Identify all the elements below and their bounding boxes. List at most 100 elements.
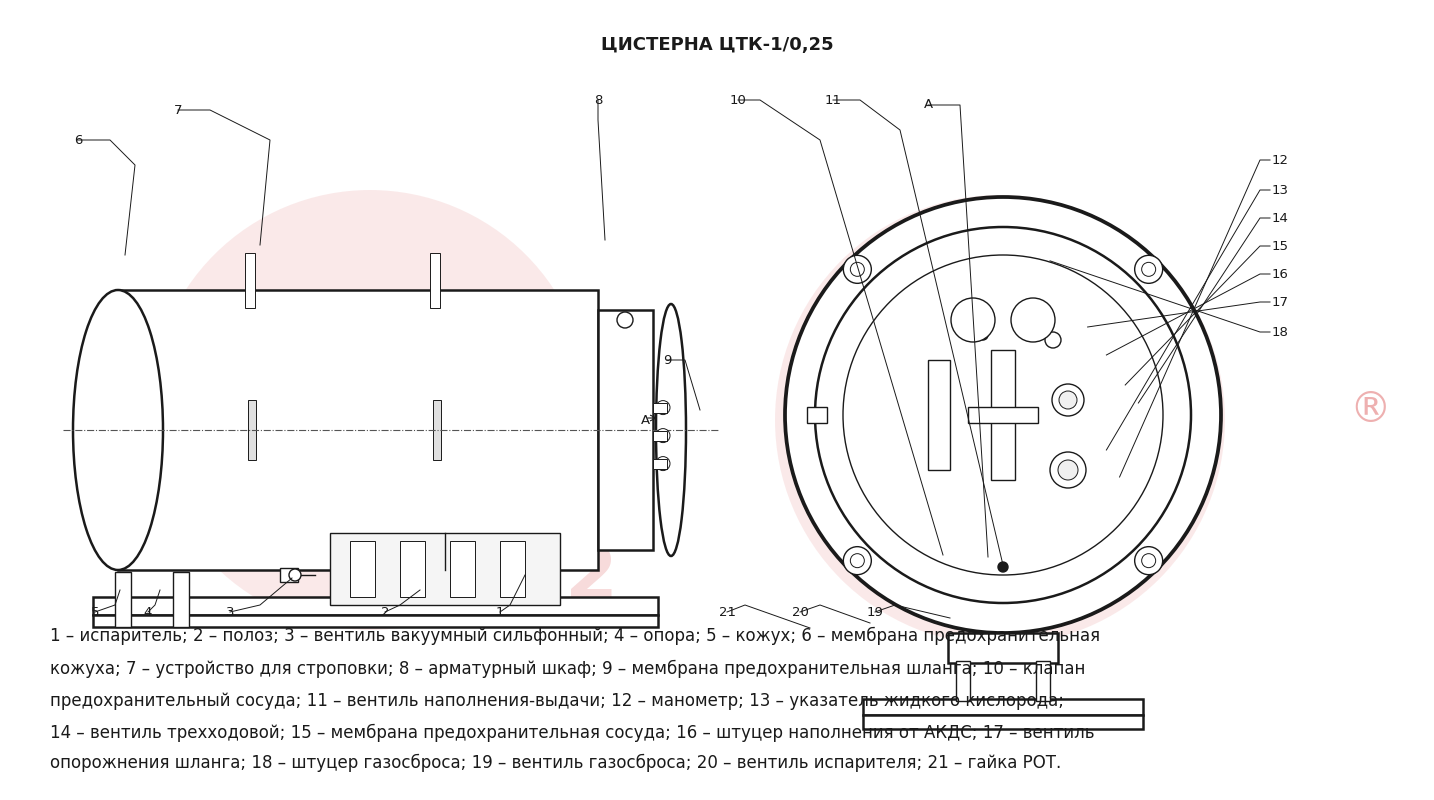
Bar	[863, 715, 1143, 729]
Text: д: д	[855, 338, 922, 419]
Circle shape	[850, 262, 865, 276]
Circle shape	[998, 562, 1008, 572]
Text: к: к	[1030, 338, 1087, 419]
Circle shape	[784, 197, 1220, 633]
Circle shape	[978, 330, 988, 340]
Text: о: о	[310, 331, 367, 412]
Bar	[248, 400, 257, 460]
Text: 10: 10	[730, 94, 747, 106]
Bar	[450, 541, 475, 597]
Bar	[330, 533, 561, 605]
Text: 14 – вентиль трехходовой; 15 – мембрана предохранительная сосуда; 16 – штуцер на: 14 – вентиль трехходовой; 15 – мембрана …	[50, 724, 1094, 742]
Circle shape	[843, 546, 872, 574]
Bar	[968, 407, 1038, 423]
Ellipse shape	[73, 290, 163, 570]
Circle shape	[1141, 554, 1156, 568]
Text: с: с	[435, 331, 485, 412]
Circle shape	[655, 429, 670, 442]
Bar	[863, 699, 1143, 715]
Text: 19: 19	[866, 606, 883, 618]
Circle shape	[1045, 332, 1061, 348]
Text: предохранительный сосуда; 11 – вентиль наполнения-выдачи; 12 – манометр; 13 – ук: предохранительный сосуда; 11 – вентиль н…	[50, 692, 1064, 710]
Bar	[174, 572, 189, 627]
Circle shape	[617, 312, 632, 328]
Text: A: A	[641, 414, 650, 426]
Circle shape	[290, 569, 301, 581]
Text: 13: 13	[1272, 183, 1289, 197]
Circle shape	[843, 255, 872, 283]
Circle shape	[1053, 384, 1084, 416]
Text: и: и	[490, 331, 548, 412]
Text: 1: 1	[496, 606, 505, 618]
Bar	[991, 350, 1015, 480]
Bar	[652, 430, 667, 441]
Circle shape	[151, 190, 589, 630]
Text: 16: 16	[1272, 267, 1288, 281]
Text: 2: 2	[565, 542, 618, 616]
Circle shape	[774, 195, 1225, 645]
Bar	[1035, 661, 1050, 701]
Circle shape	[843, 255, 1163, 575]
Bar	[93, 597, 658, 615]
Bar	[350, 541, 376, 597]
Text: 20: 20	[792, 606, 809, 618]
Text: и: и	[255, 331, 314, 412]
Bar	[928, 360, 949, 470]
Text: 21: 21	[718, 606, 736, 618]
Text: 15: 15	[1272, 239, 1289, 253]
Text: 8: 8	[594, 94, 602, 106]
Text: 11: 11	[825, 94, 842, 106]
Bar	[245, 253, 255, 308]
Circle shape	[1134, 255, 1163, 283]
Bar	[115, 572, 130, 627]
Circle shape	[655, 457, 670, 470]
Text: 5: 5	[90, 606, 99, 618]
Text: 14: 14	[1272, 211, 1288, 225]
Text: ®: ®	[1349, 389, 1391, 431]
Bar	[948, 633, 1058, 663]
Bar	[500, 541, 525, 597]
Circle shape	[1011, 298, 1055, 342]
Circle shape	[1134, 546, 1163, 574]
Bar	[807, 407, 827, 423]
Bar	[652, 402, 667, 413]
Ellipse shape	[655, 304, 685, 556]
Circle shape	[1058, 391, 1077, 409]
Text: 18: 18	[1272, 326, 1288, 338]
Bar	[430, 253, 440, 308]
Bar	[400, 541, 424, 597]
Text: д: д	[548, 331, 615, 412]
Text: 9: 9	[663, 354, 671, 366]
Bar	[118, 290, 598, 570]
Circle shape	[1141, 262, 1156, 276]
Text: 2: 2	[381, 606, 389, 618]
Text: и: и	[915, 338, 974, 419]
Text: с: с	[1090, 338, 1140, 419]
Bar	[280, 568, 298, 582]
Text: 6: 6	[73, 134, 82, 146]
Text: 4: 4	[143, 606, 152, 618]
Circle shape	[1058, 460, 1078, 480]
Circle shape	[850, 554, 865, 568]
Bar	[598, 310, 652, 550]
Text: кожуха; 7 – устройство для строповки; 8 – арматурный шкаф; 9 – мембрана предохра: кожуха; 7 – устройство для строповки; 8 …	[50, 660, 1086, 678]
Text: 1 – испаритель; 2 – полоз; 3 – вентиль вакуумный сильфонный; 4 – опора; 5 – кожу: 1 – испаритель; 2 – полоз; 3 – вентиль в…	[50, 626, 1100, 645]
Text: 17: 17	[1272, 295, 1289, 309]
Text: 7: 7	[174, 103, 182, 117]
Bar	[956, 661, 969, 701]
Text: к: к	[376, 331, 432, 412]
Circle shape	[655, 401, 670, 414]
Circle shape	[815, 227, 1192, 603]
Circle shape	[951, 298, 995, 342]
Text: опорожнения шланга; 18 – штуцер газосброса; 19 – вентиль газосброса; 20 – вентил: опорожнения шланга; 18 – штуцер газосбро…	[50, 754, 1061, 772]
Bar	[433, 400, 442, 460]
Text: 12: 12	[1272, 154, 1289, 166]
Bar	[652, 458, 667, 469]
Text: о: о	[969, 338, 1027, 419]
Text: д: д	[175, 331, 242, 412]
Text: A: A	[923, 98, 932, 111]
Bar	[93, 615, 658, 627]
Text: ЦИСТЕРНА ЦТК-1/0,25: ЦИСТЕРНА ЦТК-1/0,25	[601, 36, 833, 54]
Text: 3: 3	[225, 606, 234, 618]
Circle shape	[1050, 452, 1086, 488]
